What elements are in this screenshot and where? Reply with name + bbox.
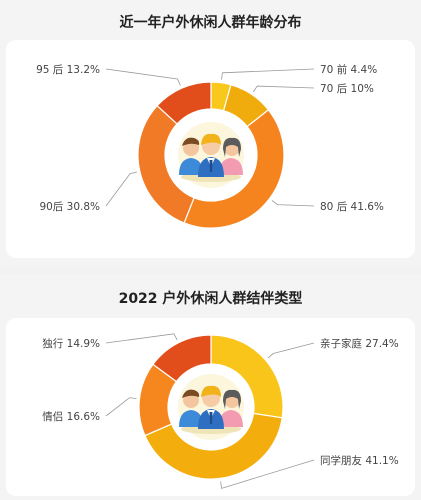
donut-slice	[183, 109, 285, 229]
age-distribution-panel: 近一年户外休闲人群年龄分布 70 前 4.4% 70 后 10% 80 后 41.6…	[6, 15, 415, 258]
donut-slice	[152, 334, 212, 383]
leader-line	[105, 68, 181, 86]
chart-title: 近一年户外休闲人群年龄分布	[119, 15, 302, 31]
slice-label: 同学朋友 41.1%	[320, 454, 399, 467]
slice-label: 90后 30.8%	[39, 201, 100, 213]
slice-label: 独行 14.9%	[42, 337, 100, 350]
slice-label: 情侣 16.6%	[42, 410, 100, 423]
slice-label: 70 后 10%	[320, 83, 374, 95]
people-group-icon	[178, 122, 244, 188]
people-group-icon	[178, 374, 244, 440]
companion-donut-chart: 亲子家庭 27.4% 同学朋友 41.1% 情侣 16.6% 独行 14.9%	[42, 333, 399, 489]
slice-label: 亲子家庭 27.4%	[320, 337, 399, 350]
slice-label: 95 后 13.2%	[36, 64, 100, 76]
leader-line	[105, 171, 138, 207]
slice-label: 80 后 41.6%	[320, 201, 384, 213]
donut-slice	[156, 81, 212, 125]
companion-type-panel: 2022 户外休闲人群结伴类型 亲子家庭 27.4% 同学朋友 41.1% 情侣 1…	[0, 274, 421, 500]
leader-line	[252, 85, 315, 93]
leader-line	[105, 333, 178, 344]
chart-title: 2022 户外休闲人群结伴类型	[118, 291, 303, 307]
donut-slice	[144, 412, 283, 480]
leader-line	[271, 200, 315, 207]
leader-line	[267, 342, 315, 359]
age-donut-chart: 70 前 4.4% 70 后 10% 80 后 41.6% 90后 30.8% 95 后…	[36, 63, 384, 229]
slice-label: 70 前 4.4%	[320, 63, 377, 76]
leader-line	[105, 397, 137, 417]
leader-line	[220, 459, 315, 489]
leader-line	[221, 68, 315, 80]
